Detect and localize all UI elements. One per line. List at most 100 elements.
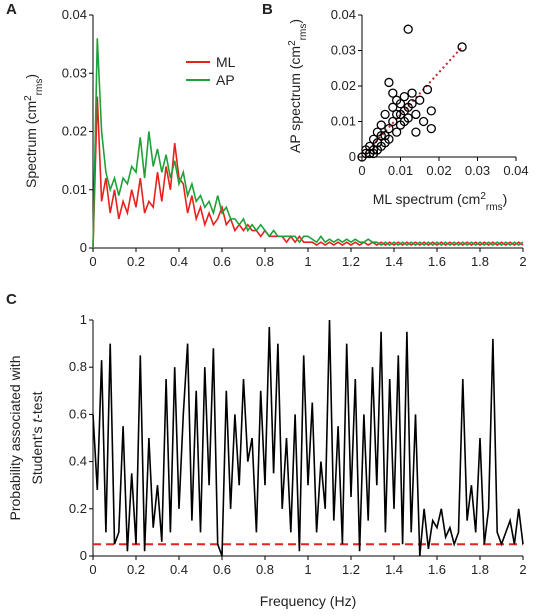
x-tick-label: 0 <box>89 254 96 269</box>
y-tick-label: 0.4 <box>69 454 87 469</box>
y-tick-label: 0.02 <box>331 78 356 93</box>
scatter-point <box>411 127 421 137</box>
scatter-point <box>384 123 394 134</box>
scatter-point <box>411 109 421 120</box>
y-tick-label: 0.03 <box>331 43 356 58</box>
scatter-point <box>422 84 433 95</box>
y-tick-label: 0 <box>80 240 87 255</box>
scatter-point <box>395 109 406 120</box>
y-tick-label: 1 <box>80 312 87 327</box>
y-tick-label: 0 <box>80 548 87 563</box>
x-axis-label: Frequency (Hz) <box>260 593 356 609</box>
panel-letter: C <box>6 291 17 308</box>
x-tick-label: 1.4 <box>385 254 403 269</box>
label-part: Probability associated with <box>7 356 23 521</box>
x-tick-label: 1.8 <box>471 254 489 269</box>
x-tick-label: 0.02 <box>426 163 451 178</box>
label-part: ) <box>287 19 303 24</box>
scatter-point <box>399 116 410 127</box>
y-tick-label: 0 <box>349 149 356 164</box>
scatter-point <box>388 102 398 112</box>
x-tick-label: 0.6 <box>213 254 231 269</box>
label-part: 2 <box>480 191 486 202</box>
x-tick-label: 1 <box>304 562 311 577</box>
x-tick-label: 0.4 <box>170 562 188 577</box>
scatter-point <box>372 145 383 155</box>
y-tick-label: 0.01 <box>331 114 356 129</box>
label-part: ) <box>23 74 39 79</box>
scatter-point <box>388 116 398 127</box>
scatter-point <box>418 116 429 127</box>
scatter-point <box>361 145 371 155</box>
scatter-point <box>407 88 417 98</box>
panel-letter: B <box>262 1 273 18</box>
scatter-point <box>426 106 436 116</box>
y-tick-label: 0.6 <box>69 406 87 421</box>
x-tick-label: 2 <box>519 562 526 577</box>
series-line <box>92 96 524 249</box>
x-tick-label: 1.2 <box>342 562 360 577</box>
x-tick-label: 2 <box>519 254 526 269</box>
y-tick-label: 0.04 <box>331 7 356 22</box>
scatter-point <box>376 131 386 141</box>
scatter-point <box>399 92 410 102</box>
y-tick-label: 0.8 <box>69 359 87 374</box>
panel-letter: A <box>6 1 17 18</box>
label-part: Student's <box>29 423 45 485</box>
x-tick-label: 0.01 <box>388 163 413 178</box>
x-tick-label: 0.03 <box>465 163 490 178</box>
label-part: AP spectrum (cm <box>287 46 303 153</box>
scatter-point <box>388 88 398 98</box>
scatter-point <box>426 123 436 134</box>
x-tick-label: 0.2 <box>127 254 145 269</box>
label-part: t <box>29 418 45 423</box>
scatter-point <box>403 24 413 34</box>
scatter-point <box>415 95 425 105</box>
x-tick-label: 0.8 <box>256 562 274 577</box>
x-tick-label: 1 <box>304 254 311 269</box>
x-tick-label: 0 <box>89 562 96 577</box>
x-tick-label: 1.8 <box>471 562 489 577</box>
x-tick-label: 1.6 <box>428 562 446 577</box>
x-axis-label: ML spectrum (cm2rms) <box>373 191 508 213</box>
x-tick-label: 1.2 <box>342 254 360 269</box>
x-tick-label: 0.6 <box>213 562 231 577</box>
scatter-point <box>380 109 390 120</box>
x-tick-label: 1.6 <box>428 254 446 269</box>
scatter-point <box>391 109 402 120</box>
legend-label: ML <box>216 54 236 70</box>
label-part: -test <box>29 391 45 418</box>
x-tick-label: 1.4 <box>385 562 403 577</box>
y-axis-label: Spectrum (cm2rms) <box>23 74 45 188</box>
y-tick-label: 0.03 <box>62 65 87 80</box>
y-tick-label: 0.04 <box>62 7 87 22</box>
scatter-point <box>384 134 394 144</box>
scatter-point <box>391 127 402 137</box>
scatter-point <box>457 42 467 52</box>
y-axis-label: Student's t-test <box>29 391 45 484</box>
x-tick-label: 0 <box>358 163 365 178</box>
label-part: ML spectrum (cm <box>373 191 481 207</box>
y-tick-label: 0.02 <box>62 124 87 139</box>
scatter-point <box>384 77 394 88</box>
scatter-point <box>391 95 402 105</box>
scatter-point <box>403 102 413 112</box>
label-part: Frequency (Hz) <box>260 593 356 609</box>
series-line <box>92 38 524 249</box>
x-tick-label: 0.2 <box>127 562 145 577</box>
label-part: rms <box>486 202 503 213</box>
x-tick-label: 0.4 <box>170 254 188 269</box>
y-axis-label: Probability associated with <box>7 356 23 521</box>
y-tick-label: 0.2 <box>69 501 87 516</box>
x-tick-label: 0.8 <box>256 254 274 269</box>
scatter-point <box>376 120 386 130</box>
y-axis-label: AP spectrum (cm2rms) <box>287 19 309 153</box>
label-part: 2 <box>287 40 298 46</box>
series-line <box>92 319 524 557</box>
label-part: 2 <box>23 95 34 101</box>
label-part: rms <box>298 24 309 41</box>
label-part: ) <box>503 191 508 207</box>
label-part: Spectrum (cm <box>23 101 39 188</box>
x-tick-label: 0.04 <box>503 163 528 178</box>
